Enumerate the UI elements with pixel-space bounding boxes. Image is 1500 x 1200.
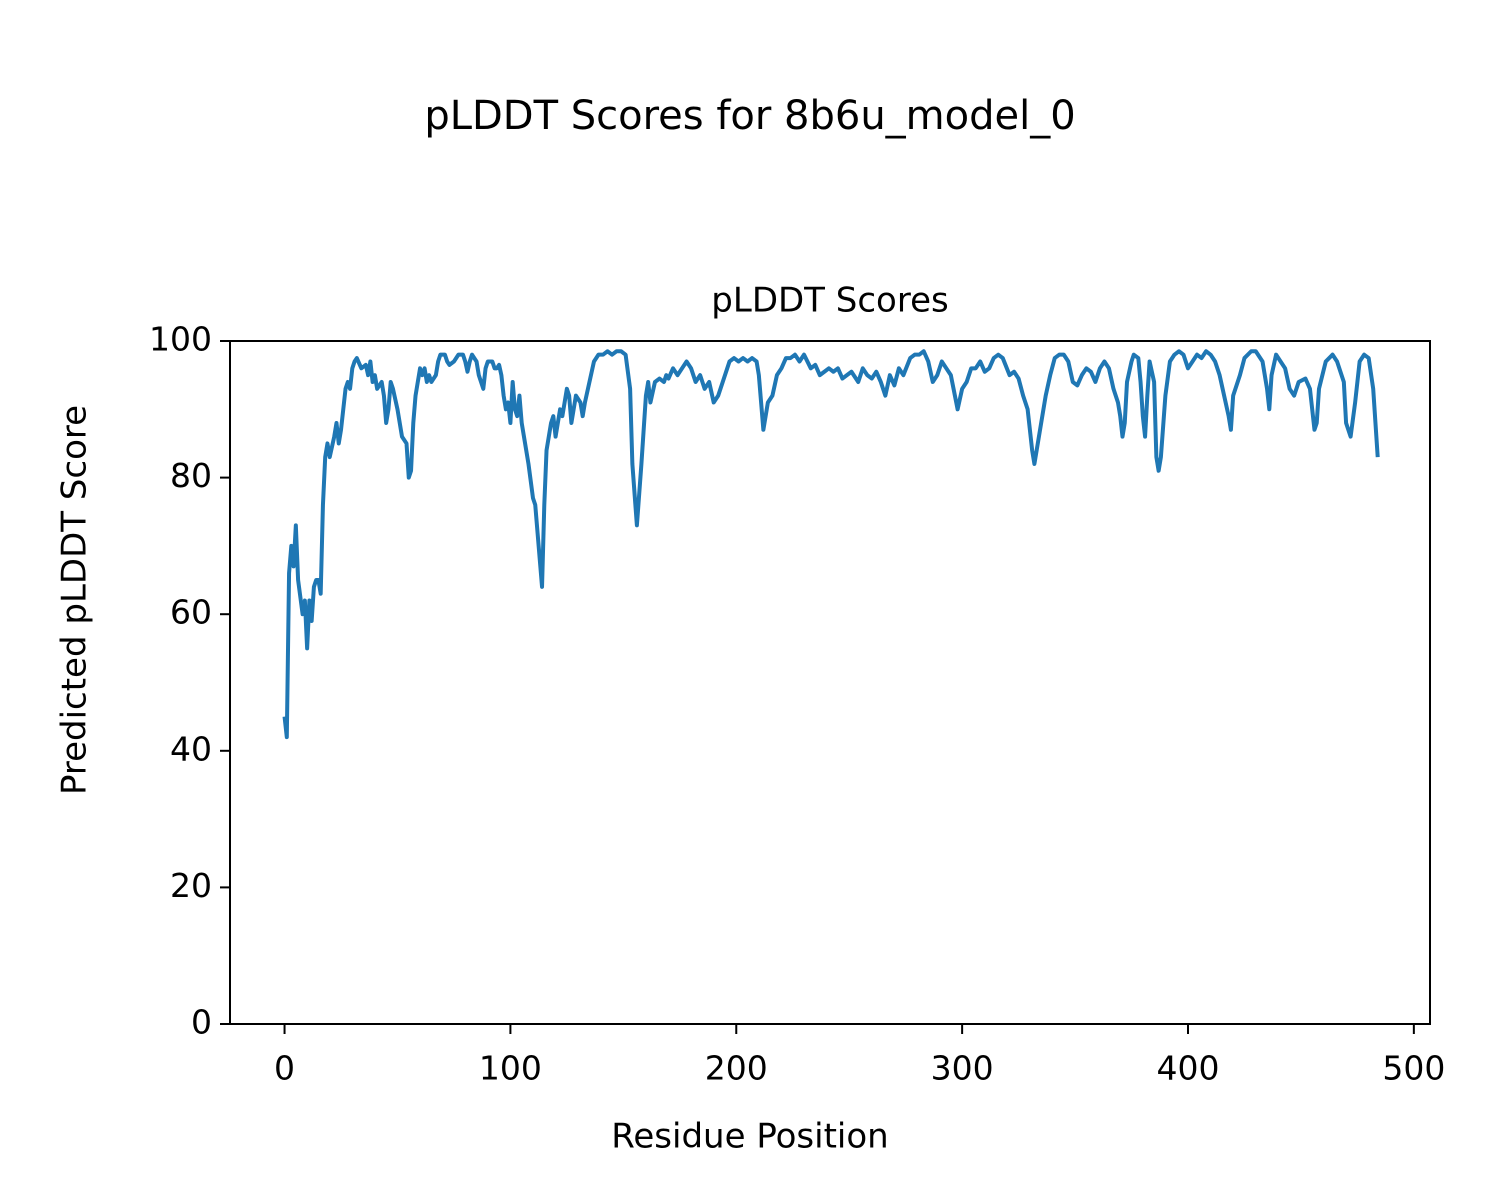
x-axis-label: Residue Position [611,1117,888,1157]
x-tick-label: 200 [705,1049,768,1088]
axes-frame [229,340,1431,1025]
x-tick-label: 500 [1382,1049,1445,1088]
x-tick-label: 300 [931,1049,994,1088]
axes-title: pLDDT Scores [711,281,948,321]
y-tick-label: 0 [191,1003,212,1042]
x-tick-label: 400 [1156,1049,1219,1088]
data-line [282,349,1380,740]
x-tick-label: 100 [479,1049,542,1088]
y-tick-label: 60 [170,593,212,632]
y-tick-label: 80 [170,456,212,495]
chart-title: pLDDT Scores for 8b6u_model_0 [424,93,1075,139]
y-tick-label: 100 [149,320,212,359]
x-tick-label: 0 [274,1049,295,1088]
y-tick-label: 20 [170,866,212,905]
y-tick-label: 40 [170,729,212,768]
y-axis-label: Predicted pLDDT Score [55,405,95,795]
